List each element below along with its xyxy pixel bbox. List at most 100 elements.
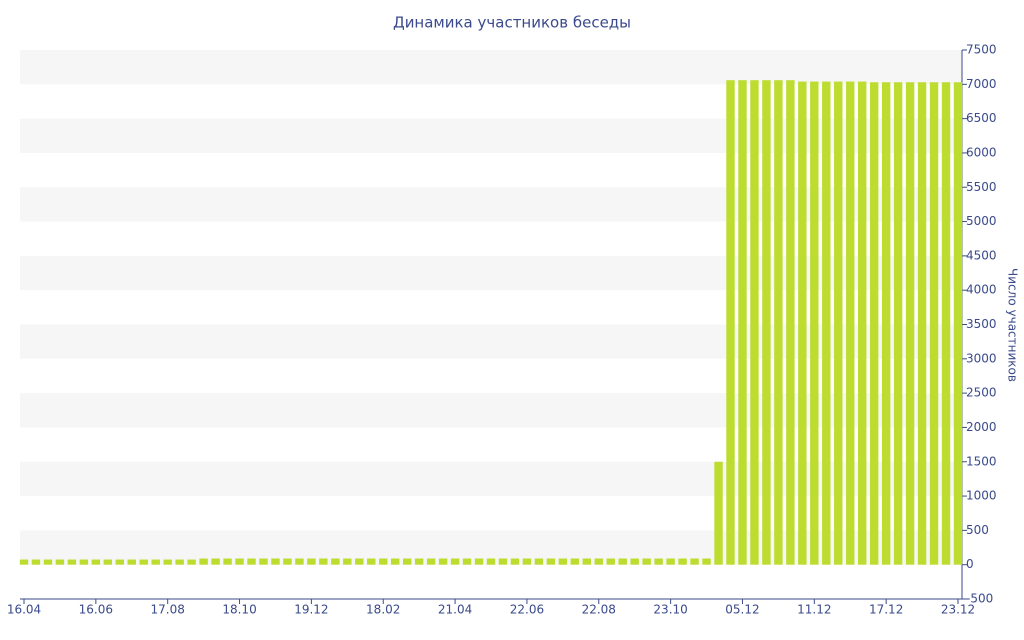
y-tick-label: 2500 xyxy=(966,386,997,400)
bar xyxy=(570,558,580,565)
bar xyxy=(127,559,136,565)
grid-band xyxy=(20,461,962,497)
bar xyxy=(558,558,568,565)
chart-title: Динамика участников беседы xyxy=(393,14,631,32)
bar xyxy=(450,558,460,565)
x-tick-label: 17.08 xyxy=(151,603,185,617)
bar xyxy=(486,558,496,565)
x-tick-label: 23.12 xyxy=(941,603,975,617)
bar xyxy=(139,559,148,565)
bar xyxy=(750,80,759,565)
x-tick-label: 16.06 xyxy=(79,603,113,617)
y-tick-label: 1500 xyxy=(966,454,997,468)
y-tick-label: 500 xyxy=(966,523,989,537)
bar xyxy=(414,558,424,565)
bar xyxy=(893,82,903,565)
x-tick-label: 16.04 xyxy=(7,603,41,617)
bar xyxy=(438,558,448,565)
grid-band xyxy=(20,324,962,359)
bar xyxy=(774,80,783,565)
y-tick-label: 6000 xyxy=(966,145,997,159)
bar xyxy=(690,558,699,565)
bar xyxy=(31,559,41,565)
bar xyxy=(714,461,723,565)
bar xyxy=(259,558,268,565)
grid-band xyxy=(20,50,962,85)
bar xyxy=(666,558,675,565)
bar xyxy=(654,558,663,565)
bar xyxy=(115,559,124,565)
y-tick-label: 7000 xyxy=(966,77,997,91)
bar xyxy=(881,82,891,565)
bar xyxy=(594,558,603,565)
bar xyxy=(187,559,196,565)
y-tick-label: 4000 xyxy=(966,283,997,297)
bar xyxy=(642,558,651,565)
bar xyxy=(462,558,472,565)
bar xyxy=(307,558,316,565)
bar xyxy=(163,559,172,565)
bar xyxy=(702,558,711,565)
bar xyxy=(630,558,639,565)
bar xyxy=(355,558,364,565)
bar xyxy=(391,558,400,565)
bar xyxy=(846,81,855,565)
bar xyxy=(678,558,687,565)
bar xyxy=(534,558,544,565)
grid-band xyxy=(20,255,962,291)
x-tick-label: 18.02 xyxy=(366,603,400,617)
bar xyxy=(343,558,352,565)
bar xyxy=(546,558,556,565)
bar xyxy=(606,558,615,565)
bar xyxy=(522,558,532,565)
bar xyxy=(738,80,747,565)
bar xyxy=(79,559,89,565)
bar xyxy=(905,82,915,565)
bar xyxy=(295,558,304,565)
bar xyxy=(941,82,951,565)
bar xyxy=(426,558,436,565)
bar xyxy=(510,558,520,565)
bar xyxy=(858,81,867,565)
bar xyxy=(618,558,627,565)
y-tick-label: 5000 xyxy=(966,214,997,228)
bar xyxy=(929,82,939,565)
y-tick-label: 0 xyxy=(966,557,974,571)
bar xyxy=(798,81,807,565)
y-tick-label: -500 xyxy=(966,592,993,606)
y-tick-label: 5500 xyxy=(966,180,997,194)
bar xyxy=(19,559,29,565)
bar xyxy=(402,558,412,565)
grid-band xyxy=(20,118,962,153)
x-tick-label: 18.10 xyxy=(222,603,256,617)
bar xyxy=(211,558,220,565)
bar xyxy=(822,81,831,565)
bar xyxy=(834,81,843,565)
x-tick-label: 21.04 xyxy=(438,603,472,617)
x-tick-label: 23.10 xyxy=(653,603,687,617)
y-tick-label: 6500 xyxy=(966,111,997,125)
bar xyxy=(810,81,819,565)
bar xyxy=(786,80,795,565)
bar xyxy=(55,559,65,565)
y-tick-label: 3000 xyxy=(966,351,997,365)
bar xyxy=(379,558,388,565)
bar xyxy=(331,558,340,565)
grid-band xyxy=(20,187,962,222)
x-tick-label: 19.12 xyxy=(294,603,328,617)
x-tick-label: 22.06 xyxy=(510,603,544,617)
bar xyxy=(498,558,508,565)
x-tick-label: 22.08 xyxy=(582,603,616,617)
bar xyxy=(151,559,160,565)
y-tick-label: 4500 xyxy=(966,248,997,262)
bar xyxy=(953,82,963,565)
bar xyxy=(869,82,879,565)
bar xyxy=(67,559,77,565)
bar xyxy=(91,559,101,565)
bar xyxy=(43,559,53,565)
y-tick-label: 7500 xyxy=(966,43,997,57)
bar xyxy=(175,559,184,565)
bar xyxy=(474,558,484,565)
bar xyxy=(271,558,280,565)
